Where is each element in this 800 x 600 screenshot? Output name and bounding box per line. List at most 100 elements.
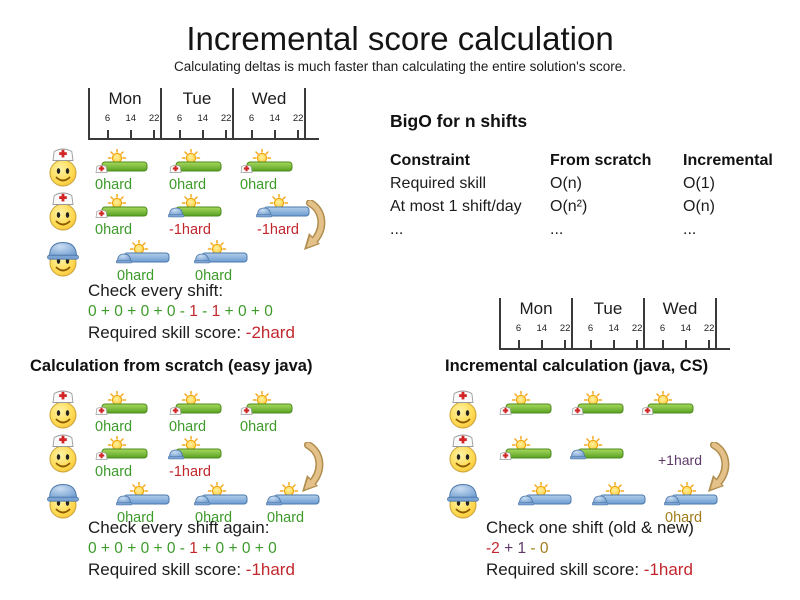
score-value: -1hard [245,560,295,579]
shift-builder-icon [592,482,648,512]
bigo-cell: O(n) [683,198,715,215]
hour-label: 14 [269,113,281,124]
day-label: Wed [662,299,698,318]
shift-nurse-icon: 0hard [94,194,150,238]
score-value: -1hard [643,560,693,579]
nurse-smiley-icon [44,190,82,234]
tick-mark [178,130,181,138]
bigo-column-header: Incremental [683,152,773,169]
score-sum: -2 + 1 - 0 [486,538,694,559]
tick-mark [297,130,300,138]
move-arrow-icon [294,442,326,494]
hour-label: 14 [125,113,137,124]
shift-score-label: 0hard [665,510,703,526]
shift-score-label: -1hard [169,222,211,238]
tick-mark [636,340,639,348]
check-title: Check every shift again: [88,518,270,537]
timeline-days-row: Mon 6 14 22 Tue 6 14 22 Wed 6 14 22 [88,88,306,138]
page-subtitle: Calculating deltas is much faster than c… [173,59,627,74]
builder-smiley-icon [444,478,482,522]
tick-mark [225,130,228,138]
shift-mismatch-icon [570,436,626,466]
timeline-days-row: Mon 6 14 22 Tue 6 14 22 Wed 6 14 22 [499,298,717,348]
bigo-cell: ... [683,221,697,238]
shift-score-label: -1hard [169,464,211,480]
page-title: Incremental score calculation [186,20,614,57]
hour-label: 6 [104,113,111,124]
sum-segment: 1 [189,303,198,320]
shift-builder-icon: 0hard [266,482,322,526]
shift-builder-icon: 0hard [194,482,250,526]
shift-nurse-icon [498,436,554,466]
score-value: -2hard [245,323,295,342]
tick-mark [564,340,567,348]
hour-label: 14 [197,113,209,124]
hour-label: 22 [559,323,571,334]
day-label: Wed [251,89,287,108]
tick-mark [612,340,615,348]
hour-label: 22 [148,113,160,124]
shift-mismatch-icon: -1hard [168,436,224,480]
hour-label: 6 [659,323,666,334]
timeline-day-cell: Mon 6 14 22 [499,298,571,348]
shift-score-label: 0hard [95,464,133,480]
score-sum: 0 + 0 + 0 + 0 - 1 + 0 + 0 + 0 [88,538,295,559]
nurse-smiley-icon [44,432,82,476]
builder-smiley-icon [44,478,82,522]
bigo-cell: O(n) [550,175,582,192]
nurse-smiley-icon [44,388,82,432]
timeline-bottom-right: Mon 6 14 22 Tue 6 14 22 Wed 6 14 22 [499,298,730,350]
hour-label: 22 [703,323,715,334]
nurse-smiley-icon [444,432,482,476]
bigo-column-header: From scratch [550,152,652,169]
shift-score-label: 0hard [95,177,133,193]
score-label: Required skill score: [88,560,246,579]
move-arrow-icon [296,200,328,252]
tick-mark [661,340,664,348]
section-heading-incremental: Incremental calculation (java, CS) [445,357,709,375]
shift-nurse-icon [498,391,554,421]
nurse-smiley-icon [44,146,82,190]
score-line: Required skill score: -1hard [486,559,694,580]
tick-mark [201,130,204,138]
tick-mark [540,340,543,348]
score-line: Required skill score: -1hard [88,559,295,580]
day-label: Mon [108,89,142,108]
sum-segment: 1 [189,540,198,557]
shift-score-label: 0hard [240,177,278,193]
shift-builder-icon: 0hard [116,240,172,284]
bigo-cell: ... [550,221,564,238]
shift-score-label: 0hard [117,268,155,284]
bigo-cell: ... [390,221,404,238]
bigo-column-header: Constraint [390,152,470,169]
tick-mark [153,130,156,138]
shift-score-label: 0hard [195,268,233,284]
sum-segment: -2 [486,540,500,557]
hour-label: 6 [176,113,183,124]
builder-smiley-icon [44,236,82,280]
bigo-cell: Required skill [390,175,487,192]
shift-builder-icon: 0hard [664,482,720,526]
score-label: Required skill score: [88,323,246,342]
shift-nurse-icon [640,391,696,421]
bigo-cell: O(1) [683,175,715,192]
move-arrow-icon [700,442,732,494]
shift-nurse-icon: 0hard [239,149,295,193]
day-label: Tue [593,299,623,318]
timeline-day-cell: Tue 6 14 22 [571,298,643,348]
tick-mark [684,340,687,348]
shift-mismatch-icon: -1hard [168,194,224,238]
day-label: Tue [182,89,212,108]
hour-label: 14 [608,323,620,334]
hour-label: 14 [536,323,548,334]
shift-score-label: 0hard [267,510,305,526]
sum-segment: + 0 + 0 + 0 [197,540,277,557]
shift-builder-icon: 0hard [116,482,172,526]
nurse-smiley-icon [444,388,482,432]
hour-label: 6 [587,323,594,334]
tick-mark [129,130,132,138]
sum-segment: + 0 + 0 [220,303,273,320]
shift-score-label: 0hard [117,510,155,526]
day-label: Mon [519,299,553,318]
